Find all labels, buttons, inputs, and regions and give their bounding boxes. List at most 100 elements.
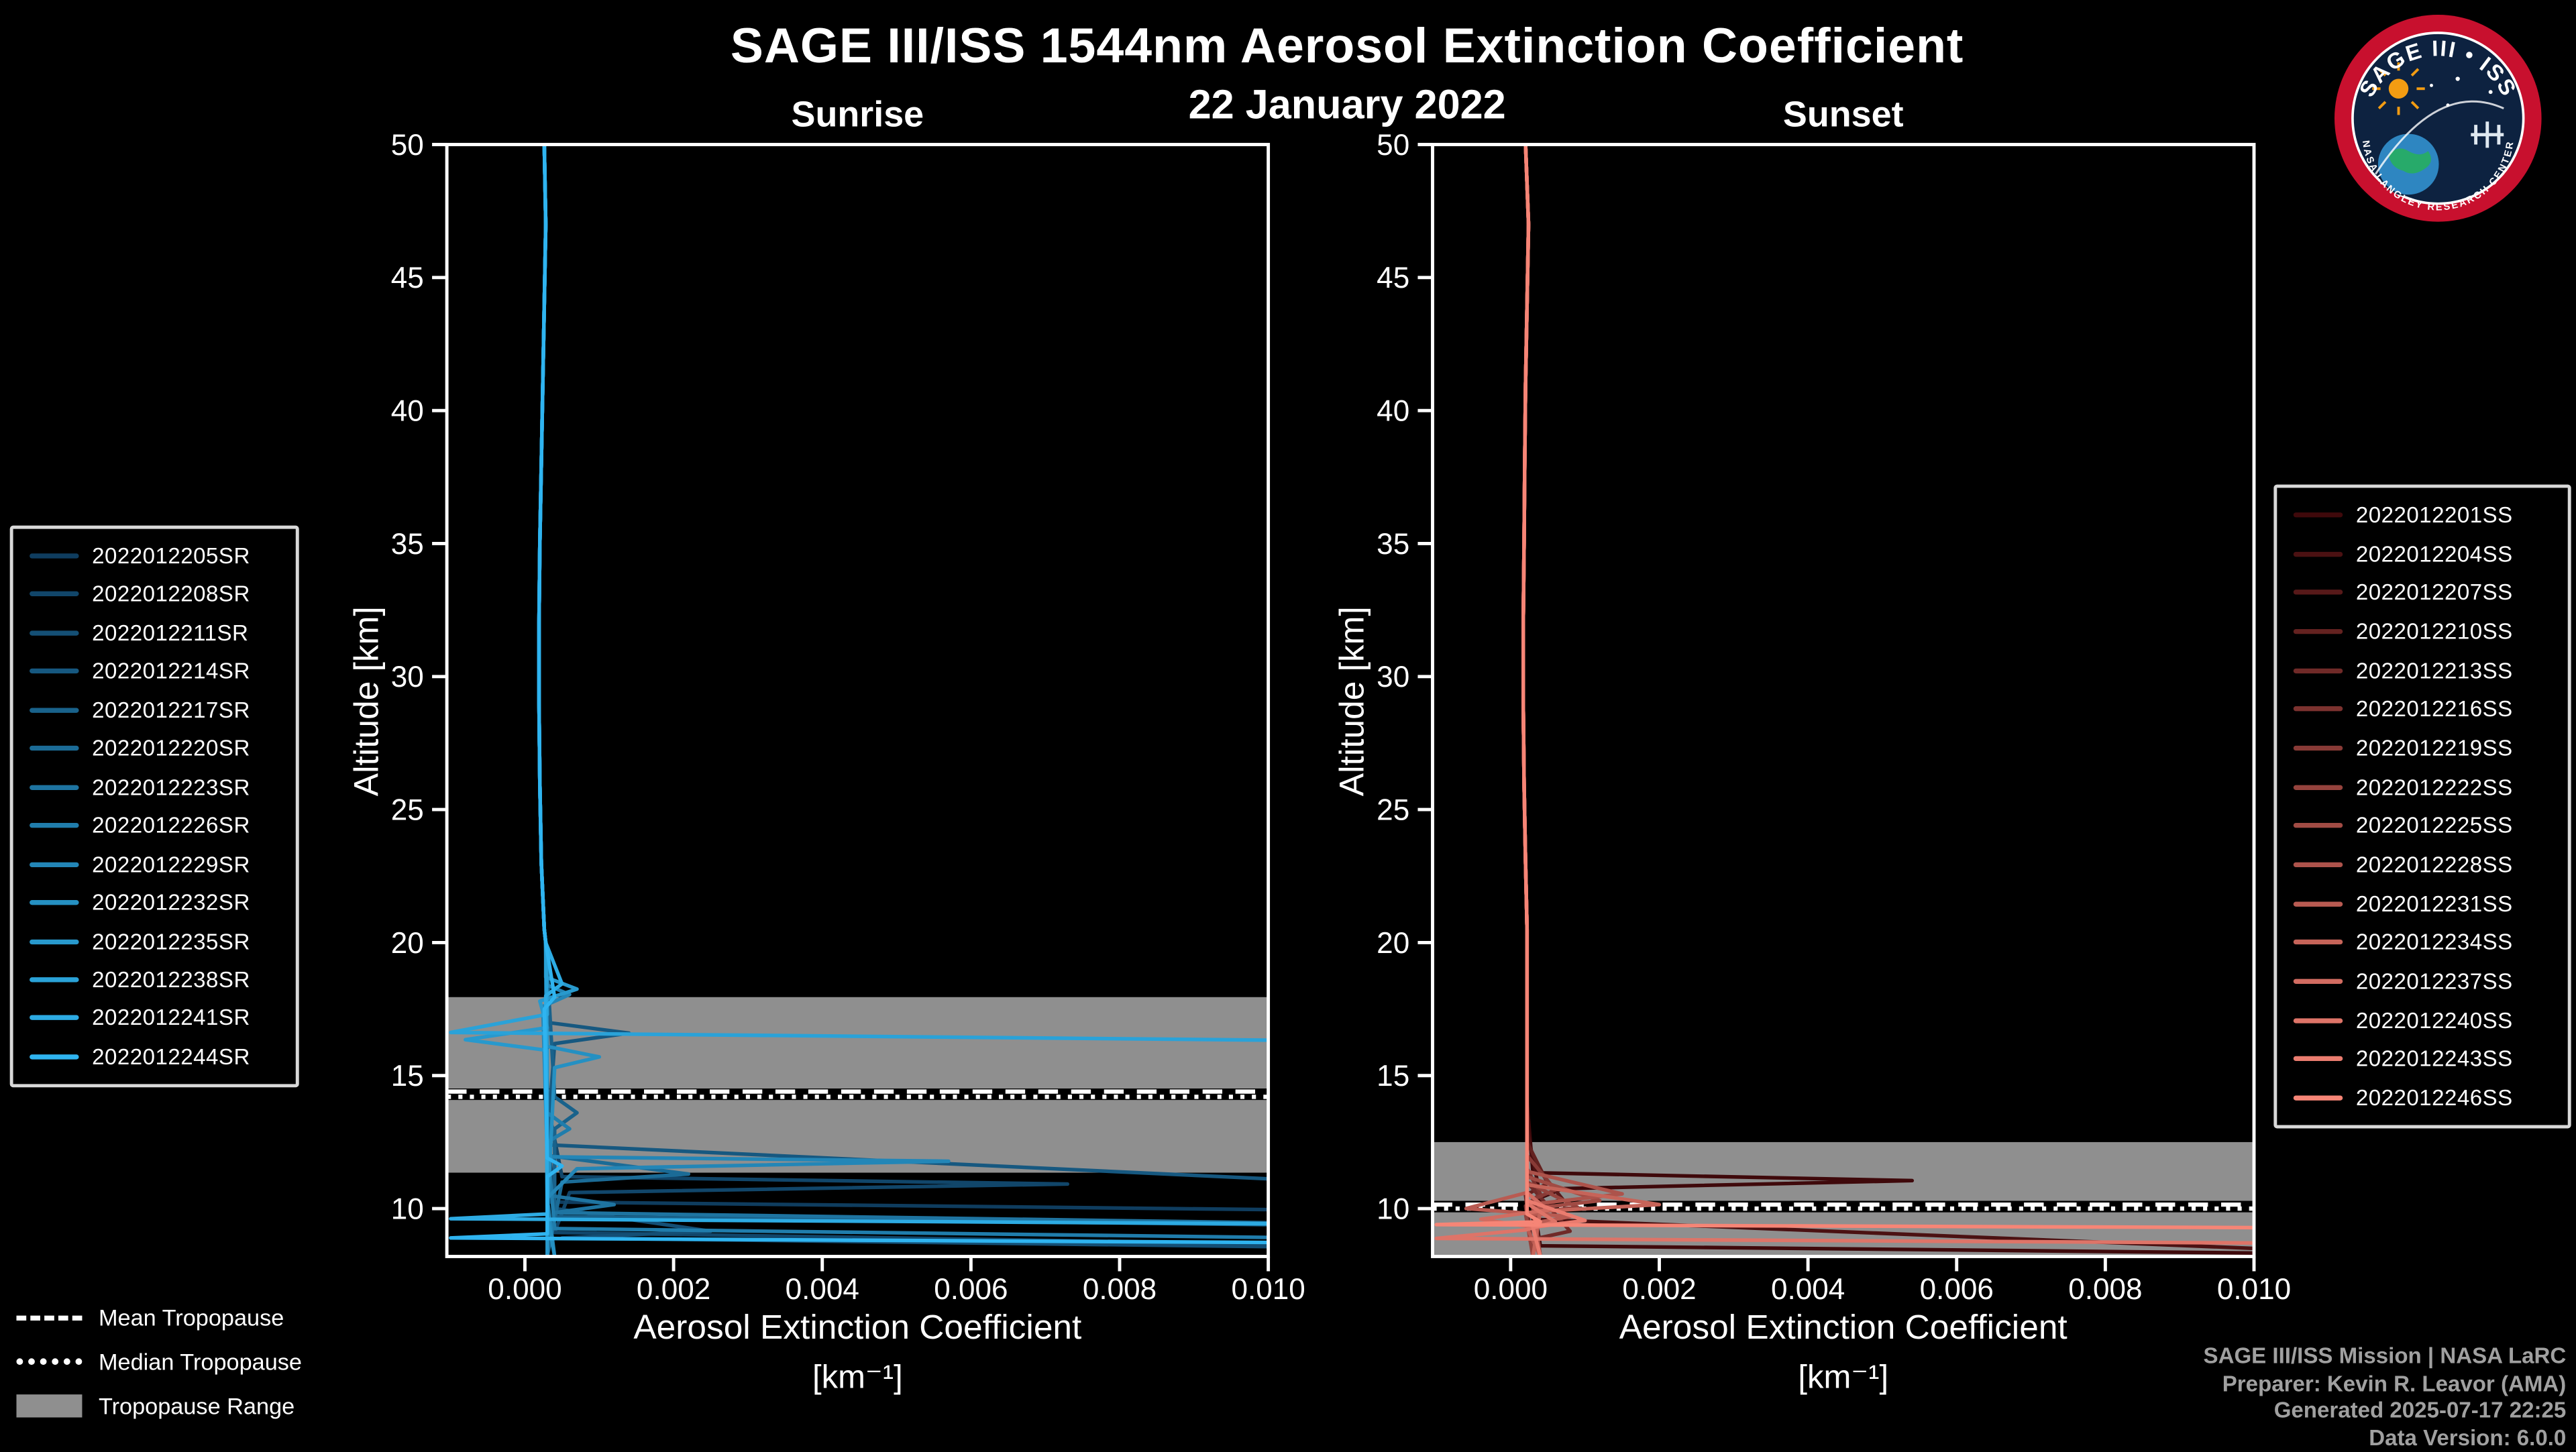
legend-item-2022012222SS: 2022012222SS: [2293, 775, 2551, 799]
legend-label: 2022012214SR: [92, 659, 250, 684]
x-tick-label: 0.008: [1083, 1273, 1157, 1306]
logo-stars: [2430, 76, 2493, 107]
legend-line-swatch: [2293, 862, 2343, 867]
credits-block: SAGE III/ISS Mission | NASA LaRC Prepare…: [2204, 1343, 2567, 1452]
sunrise-legend: 2022012205SR 2022012208SR 2022012211SR 2022…: [9, 525, 299, 1088]
credit-mission: SAGE III/ISS Mission | NASA LaRC: [2203, 1343, 2567, 1368]
legend-line-swatch: [30, 823, 79, 828]
legend-line-swatch: [2293, 745, 2343, 751]
legend-item-2022012243SS: 2022012243SS: [2293, 1046, 2551, 1072]
y-tick-label: 30: [1377, 661, 1409, 693]
y-tick-label: 35: [1377, 528, 1409, 561]
profile-line-2022012244SR: [449, 144, 1269, 1245]
legend-item-2022012225SS: 2022012225SS: [2293, 814, 2551, 838]
x-tick-label: 0.004: [1771, 1273, 1845, 1306]
legend-label: 2022012226SR: [92, 813, 250, 838]
legend-item-2022012204SS: 2022012204SS: [2293, 541, 2551, 566]
y-tick-label: 35: [391, 528, 424, 561]
legend-line-swatch: [2293, 940, 2343, 945]
y-tick-label: 50: [1377, 131, 1409, 162]
x-tick-label: 0.008: [2068, 1273, 2142, 1306]
legend-line-swatch: [2293, 628, 2343, 634]
legend-item-2022012223SR: 2022012223SR: [30, 775, 279, 799]
y-tick-label: 25: [1377, 794, 1409, 827]
legend-line-swatch: [30, 900, 79, 905]
y-tick-label: 10: [1377, 1193, 1409, 1226]
legend-label: 2022012241SR: [92, 1005, 250, 1031]
x-tick-label: 0.010: [1231, 1273, 1305, 1306]
legend-line-swatch: [30, 592, 79, 598]
y-tick-label: 20: [391, 927, 424, 960]
legend-label: 2022012240SS: [2355, 1007, 2513, 1033]
sunrise-plot: 10 15 20 25 30 35 40 45 50 0.000 0.002 0.004 0.006 0.…: [391, 131, 1305, 1306]
legend-item-2022012246SS: 2022012246SS: [2293, 1085, 2551, 1111]
sunset-panel-title: Sunset: [1782, 93, 1904, 135]
legend-line-swatch: [2293, 667, 2343, 673]
credit-generated: Generated 2025-07-17 22:25: [2273, 1398, 2567, 1422]
legend-item-2022012238SR: 2022012238SR: [30, 967, 279, 992]
figure-date: 22 January 2022: [1188, 82, 1506, 129]
legend-label: 2022012243SS: [2355, 1046, 2513, 1072]
legend-item-2022012234SS: 2022012234SS: [2293, 930, 2551, 955]
mean-tropopause-legend-item: Mean Tropopause: [16, 1304, 302, 1331]
plot-frame: [445, 143, 1271, 1258]
legend-item-2022012235SR: 2022012235SR: [30, 929, 279, 954]
x-tick-label: 0.002: [1622, 1273, 1696, 1306]
legend-label: 2022012232SR: [92, 890, 250, 915]
legend-label: 2022012246SS: [2355, 1085, 2513, 1111]
legend-item-2022012213SS: 2022012213SS: [2293, 658, 2551, 683]
legend-item-2022012229SR: 2022012229SR: [30, 852, 279, 877]
legend-label: 2022012217SR: [92, 697, 250, 723]
x-tick-label: 0.010: [2217, 1273, 2291, 1306]
dashed-line-swatch: [16, 1315, 83, 1320]
legend-line-swatch: [30, 708, 79, 713]
legend-label: 2022012210SS: [2355, 619, 2513, 644]
legend-item-2022012220SR: 2022012220SR: [30, 736, 279, 761]
legend-item-2022012207SS: 2022012207SS: [2293, 580, 2551, 605]
y-tick-label: 45: [1377, 262, 1409, 294]
credit-data-version: Data Version: 6.0.0: [2369, 1425, 2567, 1450]
legend-line-swatch: [30, 553, 79, 559]
mean-tropopause-label: Mean Tropopause: [98, 1304, 284, 1331]
legend-label: 2022012220SR: [92, 736, 250, 761]
legend-line-swatch: [30, 1054, 79, 1060]
legend-label: 2022012231SS: [2355, 891, 2513, 916]
sunrise-x-axis-label: Aerosol Extinction Coefficient: [633, 1308, 1082, 1347]
median-tropopause-label: Median Tropopause: [98, 1348, 303, 1375]
sunrise-x-axis-units: [km⁻¹]: [812, 1359, 903, 1396]
legend-label: 2022012201SS: [2355, 502, 2513, 528]
legend-label: 2022012244SR: [92, 1044, 250, 1070]
plot-frame: [1431, 143, 2256, 1258]
sunrise-y-axis-label: Altitude [km]: [348, 606, 386, 797]
sunset-x-axis-label: Aerosol Extinction Coefficient: [1619, 1308, 2068, 1347]
legend-item-2022012219SS: 2022012219SS: [2293, 736, 2551, 761]
legend-line-swatch: [30, 630, 79, 636]
sunset-y-axis-label: Altitude [km]: [1334, 606, 1372, 797]
y-tick-label: 40: [1377, 395, 1409, 428]
legend-line-swatch: [2293, 512, 2343, 518]
legend-line-swatch: [2293, 979, 2343, 984]
legend-line-swatch: [30, 861, 79, 867]
legend-item-2022012232SR: 2022012232SR: [30, 891, 279, 915]
figure-title: SAGE III/ISS 1544nm Aerosol Extinction C…: [730, 19, 1964, 74]
legend-label: 2022012207SS: [2355, 580, 2513, 605]
legend-item-2022012210SS: 2022012210SS: [2293, 619, 2551, 644]
legend-line-swatch: [2293, 823, 2343, 828]
legend-label: 2022012229SR: [92, 852, 250, 877]
logo-orbit-path: [2374, 100, 2504, 175]
legend-item-2022012240SS: 2022012240SS: [2293, 1007, 2551, 1033]
tropopause-range-legend-item: Tropopause Range: [16, 1393, 302, 1419]
legend-line-swatch: [30, 669, 79, 674]
dotted-line-swatch: [16, 1358, 83, 1365]
legend-line-swatch: [30, 784, 79, 790]
legend-label: 2022012216SS: [2355, 697, 2513, 722]
credit-preparer: Preparer: Kevin R. Leavor (AMA): [2222, 1370, 2567, 1396]
y-tick-label: 45: [391, 262, 424, 294]
legend-label: 2022012234SS: [2355, 930, 2513, 955]
tropopause-range-label: Tropopause Range: [98, 1392, 295, 1419]
legend-line-swatch: [2293, 706, 2343, 712]
median-tropopause-legend-item: Median Tropopause: [16, 1349, 302, 1375]
legend-line-swatch: [2293, 1056, 2343, 1062]
legend-label: 2022012223SR: [92, 775, 250, 799]
